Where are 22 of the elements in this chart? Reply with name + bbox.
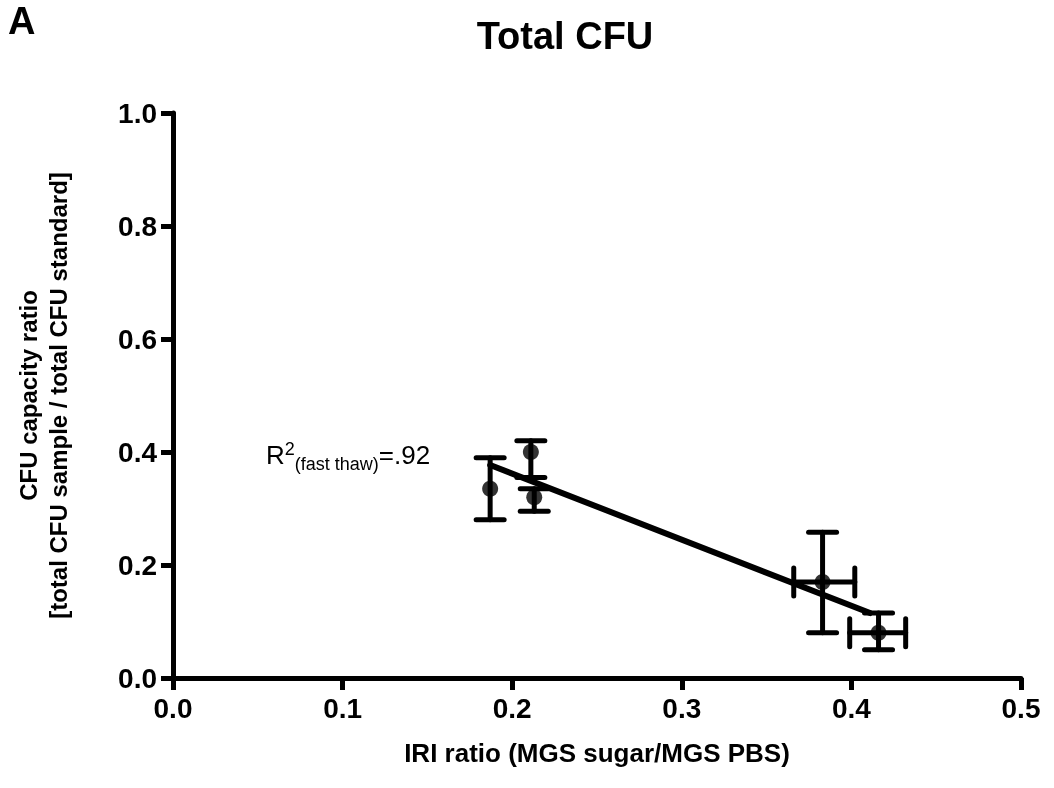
- x-tick-label: 0.5: [1001, 692, 1041, 724]
- x-tick-label: 0.0: [153, 692, 193, 724]
- point: [814, 573, 831, 590]
- x-axis-title: IRI ratio (MGS sugar/MGS PBS): [404, 738, 790, 768]
- x-tick-label: 0.3: [662, 692, 702, 724]
- y-tick-label: 1.0: [118, 97, 157, 129]
- y-tick-label: 0.6: [118, 323, 157, 355]
- x-tick-label: 0.1: [323, 692, 363, 724]
- point: [482, 480, 499, 497]
- y-tick-label: 0.0: [118, 662, 157, 694]
- y-tick-label: 0.8: [118, 210, 157, 242]
- point: [526, 489, 543, 506]
- chart-title: Total CFU: [476, 15, 654, 57]
- x-tick-label: 0.2: [492, 692, 532, 724]
- point: [870, 624, 887, 641]
- point: [522, 444, 539, 460]
- text: A: [8, 0, 36, 42]
- y-tick-label: 0.2: [118, 549, 157, 581]
- annotation: R$^{2}$$_{(fast thaw)}$=.92: [265, 438, 431, 476]
- y-tick-label: 0.4: [118, 436, 158, 468]
- x-tick-label: 0.4: [831, 692, 872, 724]
- y-axis-title: CFU capacity ratio [total CFU sample / total CFU standard]: [14, 172, 72, 619]
